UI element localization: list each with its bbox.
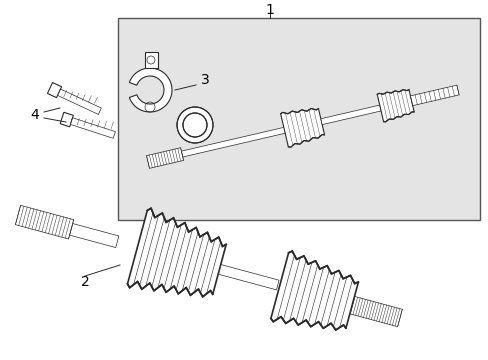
Text: 1: 1 xyxy=(265,3,274,17)
Polygon shape xyxy=(320,105,381,125)
Polygon shape xyxy=(218,265,279,290)
Polygon shape xyxy=(47,82,61,98)
Polygon shape xyxy=(15,205,74,239)
Polygon shape xyxy=(181,127,287,157)
Polygon shape xyxy=(70,118,115,138)
Polygon shape xyxy=(409,85,458,105)
Polygon shape xyxy=(280,108,324,147)
Polygon shape xyxy=(58,89,101,114)
Polygon shape xyxy=(146,148,183,168)
Polygon shape xyxy=(270,251,358,330)
Polygon shape xyxy=(127,208,226,297)
Bar xyxy=(118,18,479,220)
Polygon shape xyxy=(129,68,172,112)
Polygon shape xyxy=(376,90,413,122)
Polygon shape xyxy=(60,112,73,127)
Polygon shape xyxy=(349,297,402,327)
Text: 4: 4 xyxy=(31,108,40,122)
Text: 2: 2 xyxy=(81,275,89,289)
Polygon shape xyxy=(69,224,119,248)
Text: 3: 3 xyxy=(200,73,209,87)
Circle shape xyxy=(177,107,213,143)
Polygon shape xyxy=(145,52,158,68)
